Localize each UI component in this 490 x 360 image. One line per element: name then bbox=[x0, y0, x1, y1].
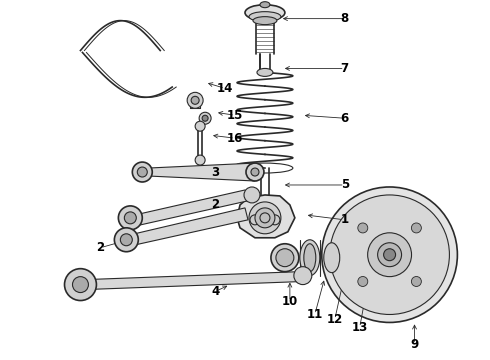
Text: 2: 2 bbox=[97, 241, 104, 254]
Circle shape bbox=[202, 115, 208, 121]
Text: 4: 4 bbox=[211, 285, 219, 298]
Text: 10: 10 bbox=[282, 295, 298, 308]
Text: 5: 5 bbox=[341, 179, 349, 192]
Text: 7: 7 bbox=[341, 62, 349, 75]
Ellipse shape bbox=[249, 12, 281, 22]
Text: 13: 13 bbox=[351, 321, 368, 334]
Text: 14: 14 bbox=[217, 82, 233, 95]
Text: 16: 16 bbox=[227, 132, 243, 145]
Circle shape bbox=[271, 244, 299, 272]
Ellipse shape bbox=[253, 17, 277, 24]
Circle shape bbox=[65, 269, 97, 301]
Circle shape bbox=[199, 112, 211, 124]
Text: 1: 1 bbox=[341, 213, 349, 226]
Circle shape bbox=[368, 233, 412, 276]
Circle shape bbox=[187, 92, 203, 108]
Circle shape bbox=[255, 208, 275, 228]
Circle shape bbox=[137, 167, 147, 177]
Circle shape bbox=[124, 212, 136, 224]
Ellipse shape bbox=[245, 5, 285, 21]
Polygon shape bbox=[128, 208, 248, 246]
Circle shape bbox=[119, 206, 142, 230]
Circle shape bbox=[191, 96, 199, 104]
Ellipse shape bbox=[257, 68, 273, 76]
Text: 11: 11 bbox=[307, 308, 323, 321]
Circle shape bbox=[250, 215, 260, 225]
Circle shape bbox=[412, 276, 421, 287]
Circle shape bbox=[114, 228, 138, 252]
Text: 9: 9 bbox=[411, 338, 418, 351]
Circle shape bbox=[378, 243, 401, 267]
Circle shape bbox=[384, 249, 395, 261]
Ellipse shape bbox=[330, 195, 449, 315]
Polygon shape bbox=[237, 195, 295, 238]
Text: 12: 12 bbox=[327, 313, 343, 326]
Polygon shape bbox=[85, 272, 302, 289]
Text: 2: 2 bbox=[211, 198, 219, 211]
Text: 3: 3 bbox=[211, 166, 219, 179]
Circle shape bbox=[412, 223, 421, 233]
Circle shape bbox=[251, 168, 259, 176]
Circle shape bbox=[73, 276, 89, 293]
Text: 6: 6 bbox=[341, 112, 349, 125]
Circle shape bbox=[276, 249, 294, 267]
Text: 15: 15 bbox=[227, 109, 243, 122]
Circle shape bbox=[121, 234, 132, 246]
Circle shape bbox=[195, 121, 205, 131]
Circle shape bbox=[195, 155, 205, 165]
Circle shape bbox=[244, 187, 260, 203]
Circle shape bbox=[358, 223, 368, 233]
Ellipse shape bbox=[322, 187, 457, 323]
Circle shape bbox=[132, 162, 152, 182]
Ellipse shape bbox=[300, 240, 320, 276]
Circle shape bbox=[294, 267, 312, 285]
Circle shape bbox=[358, 276, 368, 287]
Circle shape bbox=[249, 202, 281, 234]
Polygon shape bbox=[133, 190, 252, 226]
Text: 8: 8 bbox=[341, 12, 349, 25]
Circle shape bbox=[270, 215, 280, 225]
Ellipse shape bbox=[324, 243, 340, 273]
Ellipse shape bbox=[304, 244, 316, 272]
Polygon shape bbox=[145, 163, 255, 181]
Ellipse shape bbox=[260, 2, 270, 8]
Circle shape bbox=[246, 163, 264, 181]
